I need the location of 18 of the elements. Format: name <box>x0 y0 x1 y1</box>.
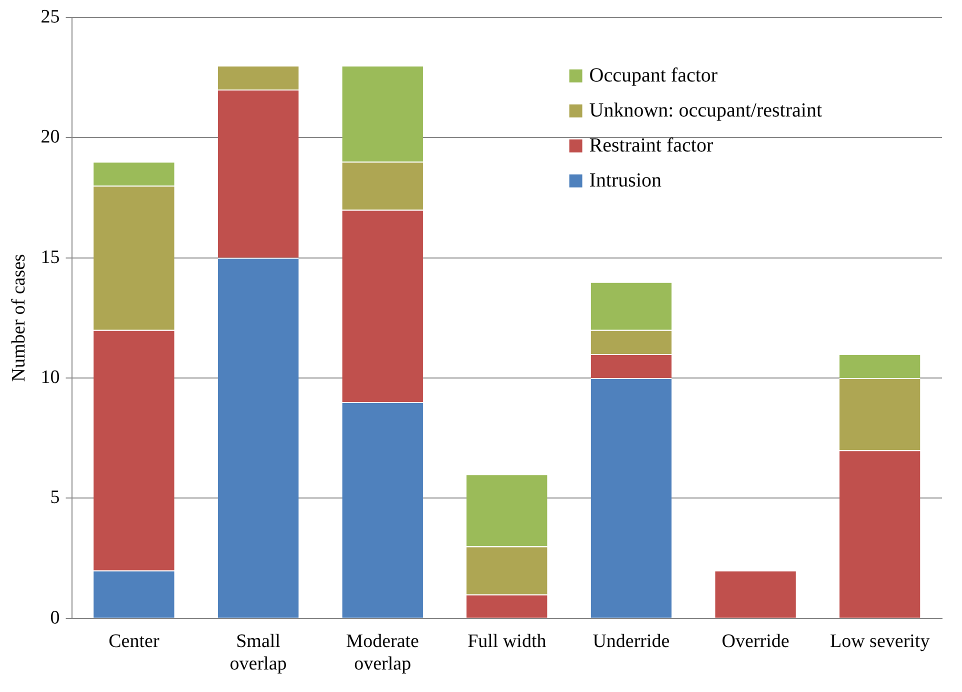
legend-label: Unknown: occupant/restraint <box>589 100 822 122</box>
x-tick-label: Underride <box>592 630 670 652</box>
y-tick-label: 15 <box>40 246 60 268</box>
y-tick-label: 25 <box>40 6 60 28</box>
x-tick-label: Override <box>722 630 790 652</box>
y-tick-label: 0 <box>50 607 60 628</box>
x-tick-label: Moderate overlap <box>346 630 419 675</box>
legend-label: Occupant factor <box>589 64 718 87</box>
x-tick-label: Low severity <box>830 630 930 652</box>
y-tick-label: 20 <box>40 126 60 148</box>
legend-label: Restraint factor <box>589 134 714 157</box>
x-tick-label: Small overlap <box>230 630 287 675</box>
x-tick-label: Full width <box>468 630 547 652</box>
x-tick-label: Center <box>108 630 160 652</box>
legend-label: Intrusion <box>589 170 662 192</box>
y-tick-label: 5 <box>50 487 60 508</box>
y-tick-label: 10 <box>40 366 60 388</box>
y-axis-title: Number of cases <box>8 254 30 382</box>
